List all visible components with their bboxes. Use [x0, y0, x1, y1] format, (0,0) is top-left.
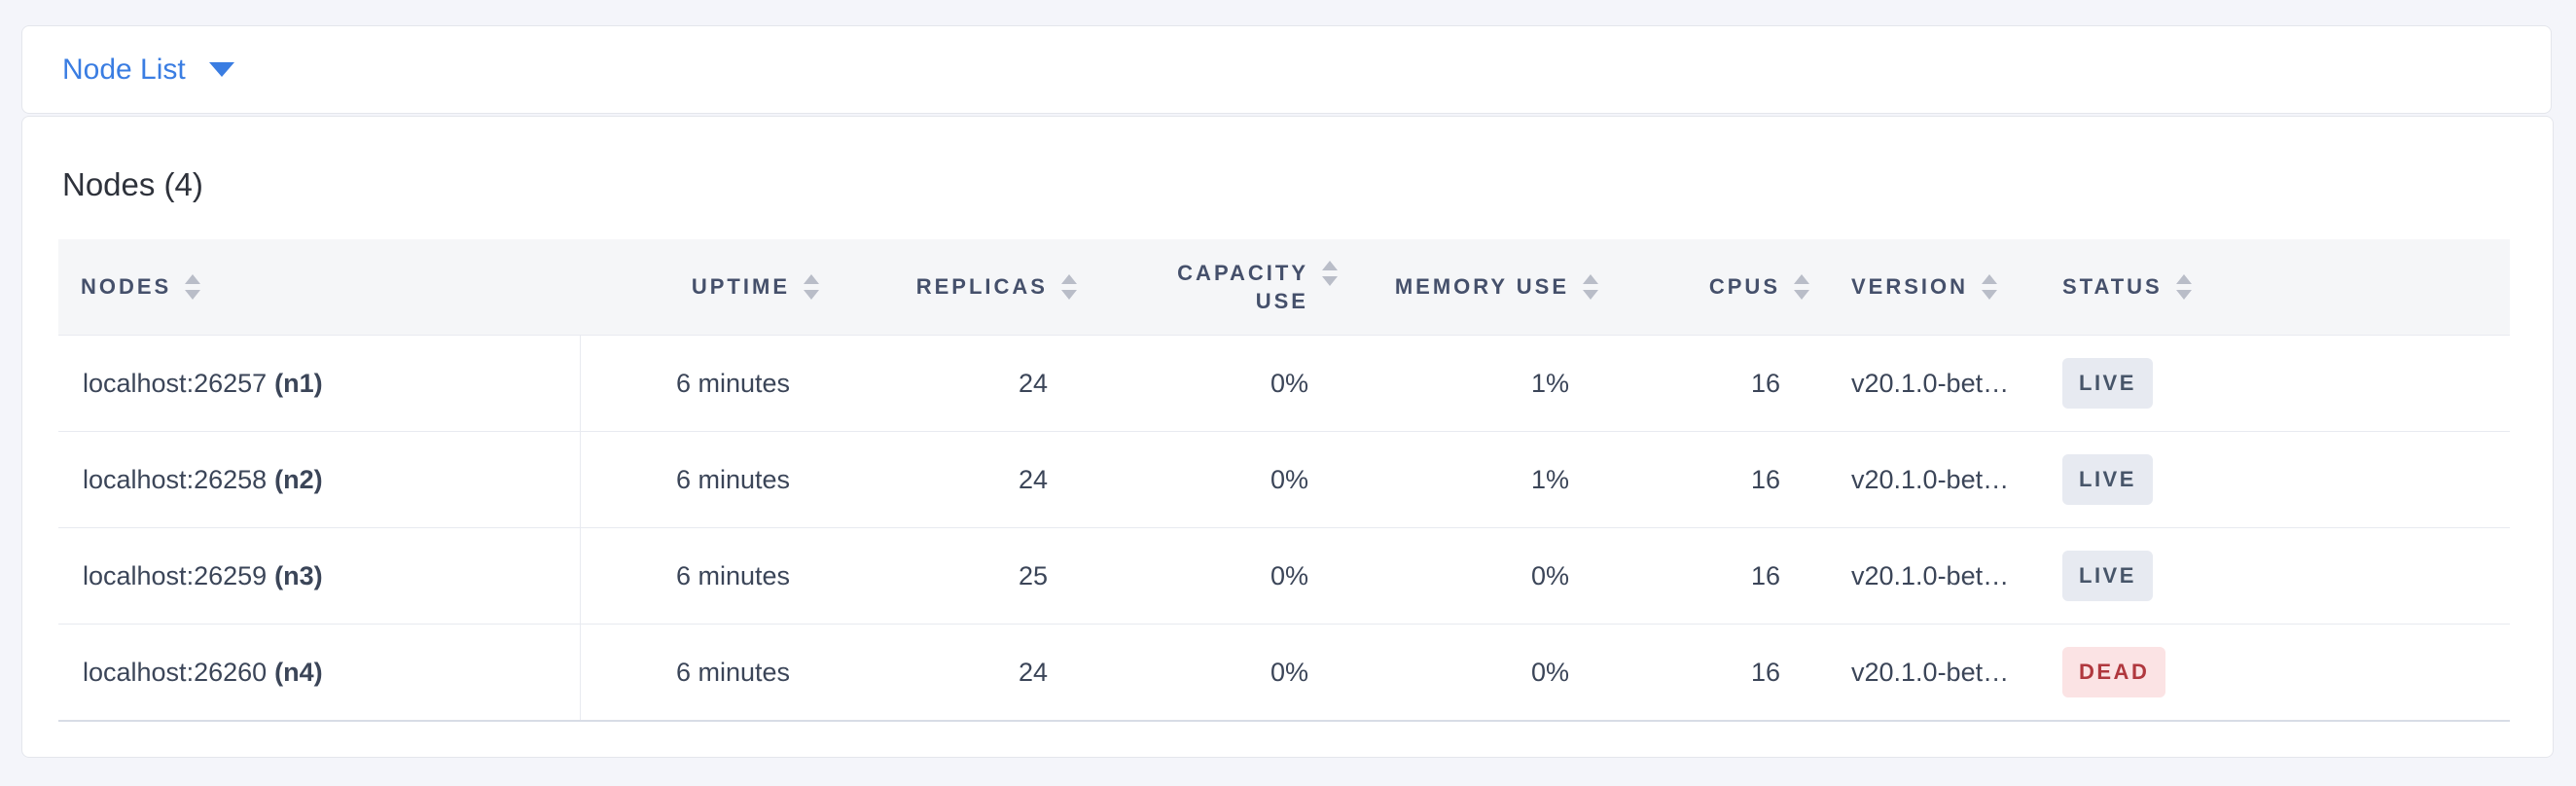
table-row: localhost:26259 (n3) 6 minutes 25 0% 0% …: [58, 527, 2510, 624]
memory-use-cell: 0%: [1530, 560, 1569, 590]
cpus-cell: 16: [1750, 368, 1780, 398]
column-header-status[interactable]: STATUS: [2021, 239, 2510, 335]
version-cell: v20.1.0-bet…: [1851, 368, 2010, 398]
sort-icon: [804, 274, 819, 300]
node-address-cell: localhost:26258 (n2): [58, 432, 581, 527]
view-selector-dropdown[interactable]: Node List: [62, 54, 234, 87]
replicas-cell: 24: [1018, 657, 1048, 687]
capacity-use-cell: 0%: [1270, 368, 1308, 398]
sort-icon: [1583, 274, 1598, 300]
caret-down-icon: [208, 62, 234, 77]
status-cell: LIVE: [2021, 336, 2510, 431]
sort-icon: [1982, 274, 1998, 300]
capacity-use-cell: 0%: [1270, 560, 1308, 590]
memory-use-cell: 1%: [1530, 464, 1569, 494]
node-address-cell: localhost:26260 (n4): [58, 625, 581, 720]
cpus-cell: 16: [1750, 464, 1780, 494]
sort-icon: [2175, 274, 2192, 300]
table-row: localhost:26260 (n4) 6 minutes 24 0% 0% …: [58, 624, 2510, 720]
status-badge: LIVE: [2062, 358, 2153, 409]
nodes-table: NODES UPTIME REPLICAS CAPACITY USE MEMOR…: [58, 239, 2510, 722]
page-title: Nodes (4): [62, 166, 203, 202]
sort-icon: [1322, 261, 1338, 286]
node-address: localhost:26257: [83, 368, 268, 398]
table-header: NODES UPTIME REPLICAS CAPACITY USE MEMOR…: [58, 239, 2510, 335]
status-badge: DEAD: [2062, 647, 2166, 697]
status-badge: LIVE: [2062, 551, 2153, 601]
capacity-use-cell: 0%: [1270, 657, 1308, 687]
column-header-uptime[interactable]: UPTIME: [581, 239, 819, 335]
status-cell: LIVE: [2021, 432, 2510, 527]
column-header-cpus[interactable]: CPUS: [1598, 239, 1809, 335]
page-header-bar: Node List: [21, 25, 2552, 114]
capacity-use-cell: 0%: [1270, 464, 1308, 494]
table-row: localhost:26257 (n1) 6 minutes 24 0% 1% …: [58, 335, 2510, 431]
uptime-cell: 6 minutes: [675, 560, 790, 590]
column-header-replicas[interactable]: REPLICAS: [819, 239, 1077, 335]
column-header-label: UPTIME: [691, 274, 790, 299]
node-address-cell: localhost:26257 (n1): [58, 336, 581, 431]
sort-icon: [1061, 274, 1077, 300]
column-header-label: REPLICAS: [915, 274, 1048, 299]
table-row: localhost:26258 (n2) 6 minutes 24 0% 1% …: [58, 431, 2510, 527]
node-id: (n2): [274, 464, 323, 494]
version-cell: v20.1.0-bet…: [1851, 560, 2010, 590]
status-badge: LIVE: [2062, 454, 2153, 505]
memory-use-cell: 1%: [1530, 368, 1569, 398]
node-address: localhost:26259: [83, 560, 268, 590]
replicas-cell: 24: [1018, 464, 1048, 494]
node-address: localhost:26258: [83, 464, 268, 494]
column-header-label: MEMORY USE: [1394, 274, 1569, 299]
status-cell: LIVE: [2021, 528, 2510, 624]
memory-use-cell: 0%: [1530, 657, 1569, 687]
replicas-cell: 25: [1018, 560, 1048, 590]
table-body: localhost:26257 (n1) 6 minutes 24 0% 1% …: [58, 335, 2510, 720]
column-header-version[interactable]: VERSION: [1809, 239, 2021, 335]
table-header-row: NODES UPTIME REPLICAS CAPACITY USE MEMOR…: [58, 239, 2510, 335]
column-header-label: CPUS: [1708, 274, 1780, 299]
status-cell: DEAD: [2021, 625, 2510, 720]
column-header-label: CAPACITY USE: [1177, 261, 1308, 313]
cpus-cell: 16: [1750, 560, 1780, 590]
node-id: (n3): [274, 560, 323, 590]
nodes-card: Nodes (4) NODES UPTIME REPLICAS CAPACITY…: [21, 116, 2554, 758]
cpus-cell: 16: [1750, 657, 1780, 687]
replicas-cell: 24: [1018, 368, 1048, 398]
column-header-memory-use[interactable]: MEMORY USE: [1338, 239, 1598, 335]
node-address-cell: localhost:26259 (n3): [58, 528, 581, 624]
uptime-cell: 6 minutes: [675, 657, 790, 687]
column-header-label: NODES: [81, 274, 172, 299]
uptime-cell: 6 minutes: [675, 464, 790, 494]
sort-icon: [1794, 274, 1809, 300]
column-header-capacity-use[interactable]: CAPACITY USE: [1077, 239, 1338, 335]
node-address: localhost:26260: [83, 657, 268, 687]
version-cell: v20.1.0-bet…: [1851, 657, 2010, 687]
sort-icon: [185, 274, 201, 300]
version-cell: v20.1.0-bet…: [1851, 464, 2010, 494]
uptime-cell: 6 minutes: [675, 368, 790, 398]
column-header-nodes[interactable]: NODES: [58, 239, 581, 335]
node-id: (n1): [274, 368, 323, 398]
view-selector-label: Node List: [62, 53, 186, 86]
node-id: (n4): [274, 657, 323, 687]
column-header-label: VERSION: [1851, 274, 1969, 299]
column-header-label: STATUS: [2062, 274, 2163, 299]
